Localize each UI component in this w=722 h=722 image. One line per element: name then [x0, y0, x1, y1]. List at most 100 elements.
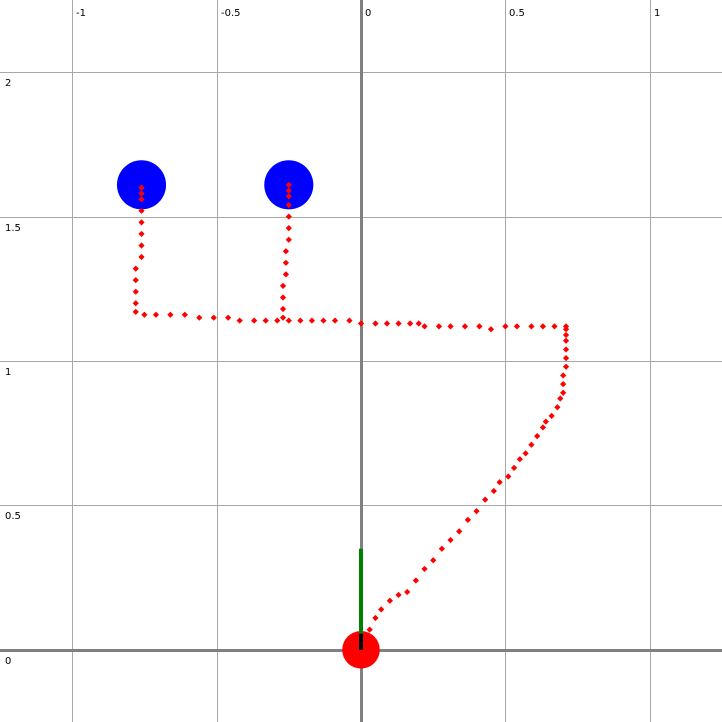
- x-tick-label: 0.5: [509, 8, 525, 19]
- path-point: [490, 487, 497, 495]
- path-point: [395, 320, 402, 327]
- path-point: [505, 473, 512, 480]
- path-point: [236, 317, 243, 324]
- path-point: [516, 456, 523, 463]
- path-point: [513, 323, 521, 330]
- path-point: [562, 331, 570, 339]
- path-point: [285, 236, 292, 243]
- path-point: [551, 323, 558, 330]
- path-point: [331, 317, 339, 324]
- path-point: [346, 317, 353, 324]
- path-point: [528, 441, 535, 448]
- path-point: [412, 577, 419, 584]
- path-point: [562, 346, 570, 353]
- path-point: [502, 323, 509, 330]
- path-point: [138, 196, 145, 203]
- x-tick-label: -1: [76, 8, 86, 19]
- path-point: [279, 314, 287, 321]
- path-point: [225, 314, 232, 321]
- path-point: [435, 323, 443, 330]
- y-tick-label: 1: [5, 367, 11, 378]
- path-point: [196, 314, 203, 321]
- robot: [342, 631, 380, 669]
- path-point: [487, 326, 495, 333]
- path-point: [386, 597, 393, 604]
- path-point: [357, 320, 365, 327]
- path-point: [372, 614, 379, 622]
- path-point: [456, 528, 463, 535]
- path-point: [138, 190, 145, 197]
- path-point: [539, 424, 547, 431]
- y-tick-label: 2: [5, 78, 11, 89]
- path-point: [132, 277, 139, 284]
- path-point: [406, 320, 414, 327]
- path-point: [528, 323, 535, 330]
- path-point: [274, 317, 281, 324]
- path-point: [132, 265, 139, 272]
- path-point: [534, 432, 541, 440]
- targets: [116, 160, 314, 210]
- path-point: [557, 395, 564, 402]
- path-point: [383, 320, 391, 327]
- path-point: [562, 355, 570, 362]
- path-point: [152, 311, 160, 318]
- path-point: [167, 311, 174, 318]
- path-point: [132, 308, 139, 316]
- path-point: [285, 213, 292, 220]
- path-point: [473, 508, 480, 515]
- path-point: [461, 323, 469, 330]
- path-point: [282, 259, 290, 266]
- robot-body: [342, 631, 380, 669]
- path-point: [496, 479, 503, 486]
- path-point: [560, 380, 567, 388]
- path-point: [447, 536, 454, 544]
- path-point: [542, 418, 549, 425]
- path-point: [447, 323, 454, 330]
- x-tick-label: -0.5: [221, 8, 241, 19]
- path-point: [421, 323, 428, 330]
- path-point: [366, 626, 373, 633]
- path-point: [132, 288, 139, 295]
- path-point: [548, 412, 555, 419]
- path-point: [395, 591, 402, 599]
- y-tick-label: 0: [5, 656, 11, 667]
- path-point: [562, 337, 570, 344]
- path-point: [279, 305, 287, 313]
- path-point: [210, 314, 217, 321]
- path-point: [308, 317, 316, 324]
- path-point: [285, 225, 292, 232]
- path-point: [320, 317, 327, 324]
- path-point: [539, 323, 547, 330]
- path-point: [282, 248, 290, 255]
- path-point: [421, 565, 428, 573]
- tick-labels: -1 -0.5 0 0.5 1 0 0.5 1 1.5 2: [5, 8, 660, 667]
- path-point: [141, 311, 148, 318]
- path-point: [138, 253, 145, 261]
- y-tick-label: 1.5: [5, 223, 21, 234]
- y-tick-label: 0.5: [5, 511, 21, 522]
- path-point: [378, 606, 385, 613]
- path-point: [415, 320, 422, 327]
- path-point: [132, 300, 139, 307]
- path-point: [562, 363, 570, 370]
- path-point: [138, 184, 145, 191]
- path-point: [297, 317, 304, 324]
- path-point: [430, 557, 437, 564]
- path-point: [562, 323, 570, 330]
- path-point: [262, 317, 269, 324]
- path-point: [560, 372, 567, 379]
- path-point: [404, 588, 411, 596]
- path-point: [279, 282, 287, 290]
- path-point: [522, 450, 529, 457]
- path-point: [438, 545, 445, 552]
- x-tick-label: 1: [654, 8, 660, 19]
- path-point: [282, 271, 290, 278]
- path-point: [285, 317, 292, 324]
- path-point: [554, 404, 561, 411]
- x-tick-label: 0: [365, 8, 371, 19]
- path-point: [279, 294, 287, 301]
- trajectory: [132, 181, 570, 645]
- path-point: [138, 230, 145, 238]
- path-point: [560, 389, 567, 396]
